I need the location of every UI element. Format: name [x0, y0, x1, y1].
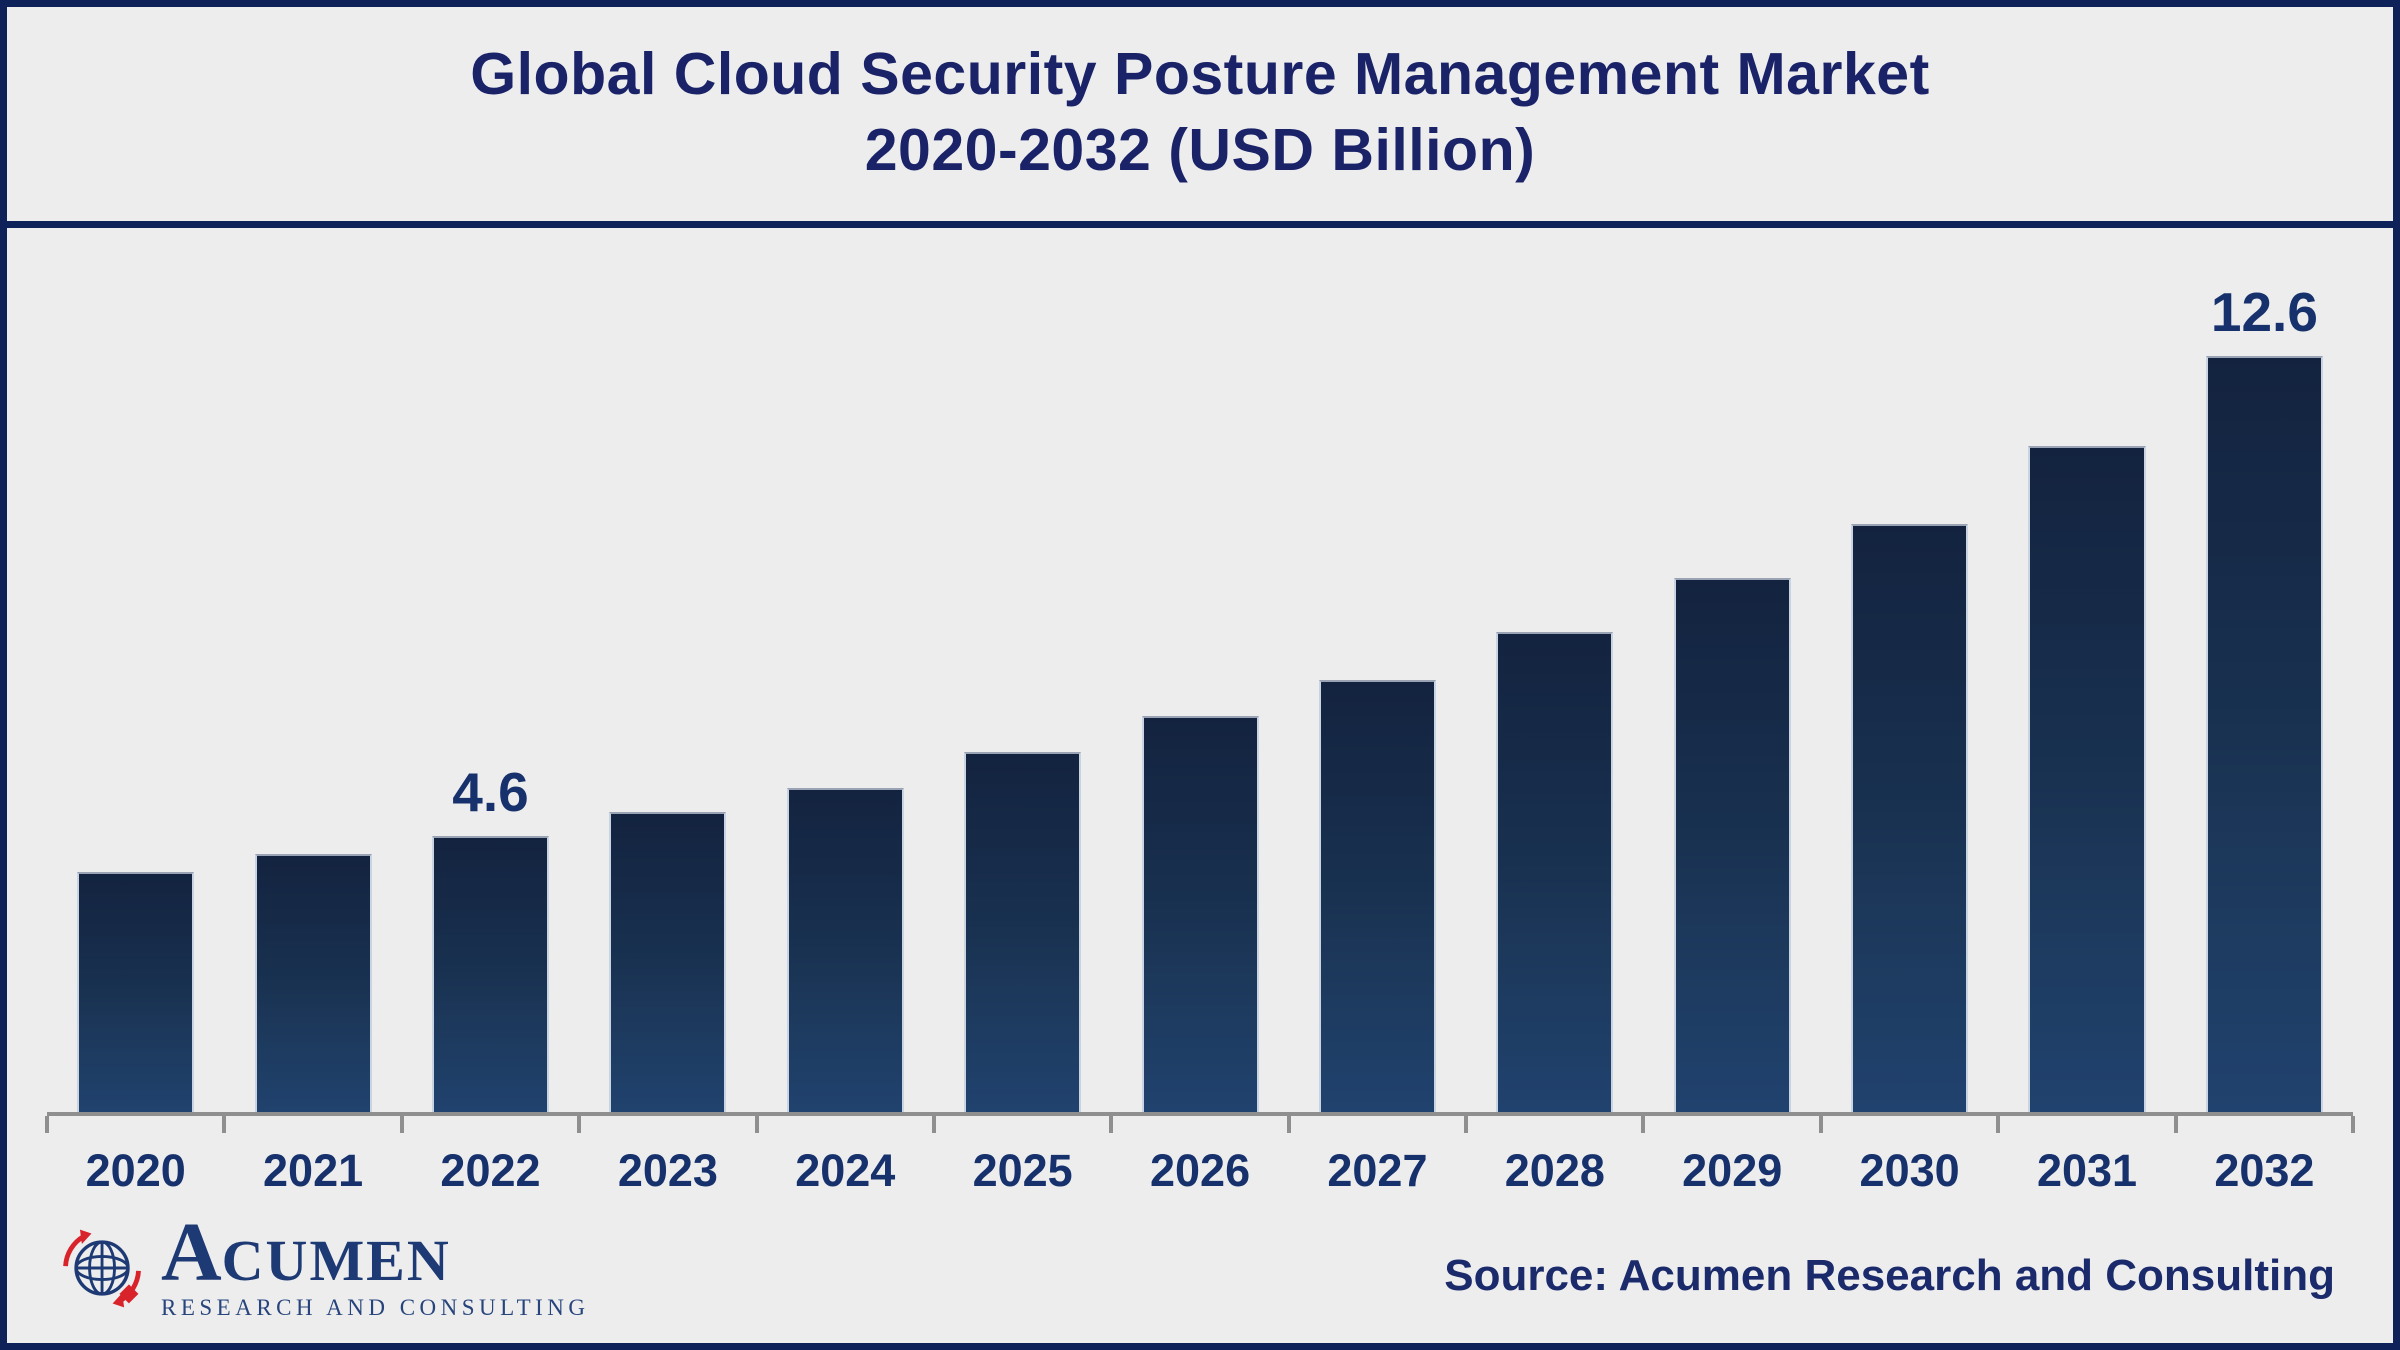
year-label-2025: 2025 [972, 1145, 1073, 1196]
logo-name: ACUMEN [161, 1211, 590, 1295]
bar-2021 [254, 854, 372, 1112]
year-label-2027: 2027 [1327, 1145, 1428, 1196]
bar-2023 [609, 812, 727, 1112]
bar-slot-2032: 12.6 [2176, 235, 2353, 1112]
year-label-2024: 2024 [795, 1145, 896, 1196]
bar-value-label-2032: 12.6 [2210, 281, 2318, 343]
bar-2022 [431, 836, 549, 1112]
title-divider [7, 221, 2393, 228]
bar-slot-2027 [1289, 235, 1466, 1112]
bar-slot-2024 [757, 235, 934, 1112]
bar-slot-2026 [1111, 235, 1288, 1112]
bar-slot-2025 [934, 235, 1111, 1112]
axis-tick [399, 1116, 404, 1133]
year-label-2030: 2030 [1859, 1145, 1960, 1196]
bar-slot-2022: 4.6 [402, 235, 579, 1112]
bar-chart-plot: 4.6 12.6 [47, 235, 2353, 1112]
bar-2025 [964, 752, 1082, 1112]
axis-tick [931, 1116, 936, 1133]
acumen-logo: ACUMEN RESEARCH AND CONSULTING [55, 1211, 590, 1321]
year-label-2031: 2031 [2036, 1145, 2138, 1196]
bar-2029 [1673, 578, 1791, 1112]
axis-tick [1996, 1116, 2001, 1133]
axis-tick [2351, 1116, 2355, 1133]
logo-tagline: RESEARCH AND CONSULTING [161, 1295, 590, 1320]
axis-tick [1818, 1116, 1823, 1133]
year-label-2021: 2021 [263, 1145, 364, 1196]
bar-slot-2020 [47, 235, 224, 1112]
chart-title: Global Cloud Security Posture Management… [7, 7, 2393, 219]
bar-value-label-2022: 4.6 [452, 761, 529, 823]
axis-tick [754, 1116, 759, 1133]
axis-tick [1464, 1116, 1469, 1133]
bar-slot-2031 [1998, 235, 2175, 1112]
logo-text: ACUMEN RESEARCH AND CONSULTING [161, 1211, 590, 1321]
year-label-2026: 2026 [1149, 1145, 1251, 1196]
bar-slot-2021 [224, 235, 401, 1112]
axis-tick [2173, 1116, 2178, 1133]
axis-tick [1286, 1116, 1291, 1133]
year-label-2032: 2032 [2214, 1145, 2315, 1196]
year-label-2020: 2020 [85, 1145, 186, 1196]
chart-title-line1: Global Cloud Security Posture Management… [470, 41, 1930, 108]
bar-2024 [786, 788, 904, 1112]
x-axis-ticks [45, 1116, 2355, 1134]
year-label-2029: 2029 [1682, 1145, 1783, 1196]
axis-tick [1109, 1116, 1114, 1133]
axis-tick [45, 1116, 49, 1133]
year-label-2023: 2023 [617, 1145, 718, 1196]
bar-2032 [2205, 356, 2323, 1112]
bar-2020 [77, 872, 195, 1112]
bar-slot-2029 [1644, 235, 1821, 1112]
bar-2026 [1141, 716, 1259, 1112]
bar-2031 [2028, 446, 2146, 1112]
year-label-2028: 2028 [1504, 1145, 1605, 1196]
x-axis-line [47, 1112, 2353, 1116]
bar-slot-2030 [1821, 235, 1998, 1112]
axis-tick [222, 1116, 227, 1133]
logo-name-initial: A [161, 1206, 222, 1300]
bar-slot-2028 [1466, 235, 1643, 1112]
x-axis-labels: 2020 2021 2022 2023 2024 2025 2026 2027 2028 2029… [47, 1145, 2353, 1197]
year-label-2022: 2022 [440, 1145, 541, 1196]
axis-tick [577, 1116, 582, 1133]
bar-slot-2023 [579, 235, 756, 1112]
bar-2030 [1851, 524, 1969, 1112]
source-attribution: Source: Acumen Research and Consulting [1444, 1251, 2335, 1300]
bar-2027 [1318, 680, 1436, 1112]
logo-name-rest: CUMEN [221, 1228, 451, 1294]
globe-icon [63, 1229, 141, 1308]
bar-2028 [1496, 632, 1614, 1112]
chart-title-line2: 2020-2032 (USD Billion) [864, 117, 1536, 183]
axis-tick [1641, 1116, 1646, 1133]
